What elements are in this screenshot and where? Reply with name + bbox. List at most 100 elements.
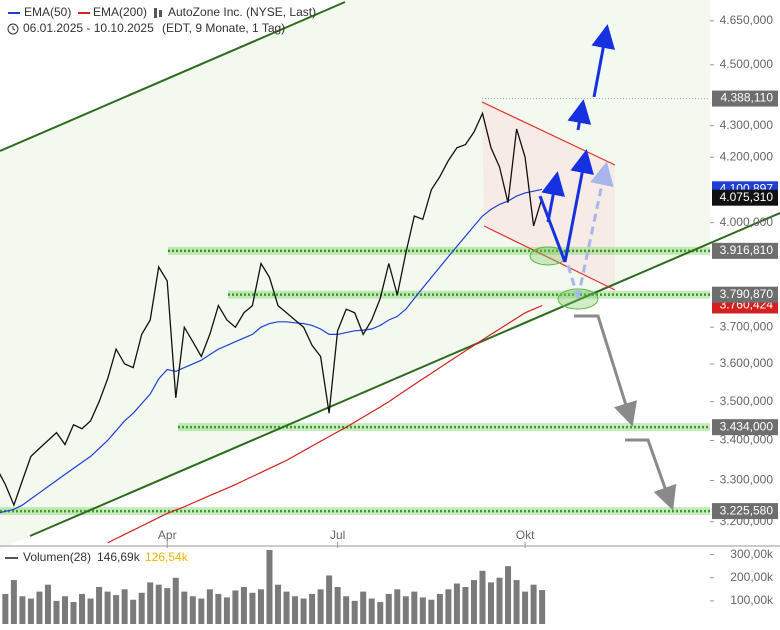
volume-bar <box>70 602 77 624</box>
ema-line <box>107 304 543 544</box>
price-label-box <box>712 189 778 206</box>
volume-bar <box>539 590 546 624</box>
volume-bar <box>19 596 26 624</box>
volume-bar <box>351 600 358 624</box>
volume-bar <box>360 591 367 624</box>
volume-bar <box>385 593 392 624</box>
y-tick-label: 3.300,000 <box>720 473 774 487</box>
scenario-arrows <box>538 24 677 511</box>
volume-bar <box>428 599 435 624</box>
chart-title: AutoZone Inc. (NYSE, Last) <box>168 5 316 19</box>
volume-bar <box>479 570 486 624</box>
volume-bar <box>10 580 17 624</box>
volume-bar <box>96 587 103 624</box>
volume-bar <box>445 589 452 624</box>
period-note: (EDT, 9 Monate, 1 Tag) <box>162 21 285 35</box>
volume-bar <box>462 587 469 624</box>
volume-bar <box>513 580 520 624</box>
volume-bar <box>79 593 86 624</box>
volume-bar <box>138 592 145 624</box>
price-label-box <box>712 286 778 303</box>
volume-bar <box>309 593 316 624</box>
volume-bar <box>300 598 307 624</box>
volume-bar <box>240 587 247 624</box>
price-label-box <box>712 90 778 107</box>
date-range: 06.01.2025 - 10.10.2025 <box>23 21 154 35</box>
volume-bar <box>368 598 375 624</box>
volume-bar <box>317 589 324 624</box>
header: EMA(50) EMA(200) AutoZone Inc. (NYSE, La… <box>5 5 316 564</box>
y-tick-label: 3.500,000 <box>720 394 774 408</box>
price-label: 4.075,310 <box>720 190 774 204</box>
volume-bar <box>453 583 460 624</box>
trend-line <box>29 212 780 537</box>
y-tick-label: 4.500,000 <box>720 57 774 71</box>
volume-bar <box>522 591 529 624</box>
volume-bar <box>181 591 188 624</box>
volume-bar <box>44 584 51 624</box>
volume-bar <box>155 584 162 624</box>
volume-value: 146,69k <box>97 550 141 564</box>
legend-label: EMA(200) <box>93 5 147 19</box>
volume-bar <box>266 550 273 624</box>
volume-bar <box>377 602 384 624</box>
volume-bar <box>496 577 503 624</box>
volume-bar <box>283 591 290 624</box>
volume-bar <box>505 566 512 624</box>
price-label: 4.388,110 <box>721 91 774 105</box>
volume-bar <box>488 582 494 624</box>
y-tick-label: 4.300,000 <box>720 118 774 132</box>
x-tick-label: Apr <box>158 528 177 542</box>
price-label: 3.916,810 <box>720 243 774 257</box>
volume-bar <box>87 598 94 624</box>
volume-bar <box>326 575 333 624</box>
volume-bar <box>275 584 281 624</box>
volume-bar <box>198 598 205 624</box>
volume-bar <box>53 600 60 624</box>
volume-bar <box>104 591 111 624</box>
volume-bar <box>411 591 418 624</box>
volume-title: Volumen(28) <box>23 550 91 564</box>
y-tick-label: 4.650,000 <box>720 13 774 27</box>
volume-bar <box>172 577 179 624</box>
volume-bar <box>27 598 34 624</box>
y-tick-label: 100,00k <box>730 593 774 607</box>
volume-bar <box>223 597 230 624</box>
volume-bar <box>292 596 299 624</box>
volume-bar <box>147 582 154 624</box>
trend-line <box>0 1 346 152</box>
highlight <box>557 288 599 310</box>
volume-bar <box>206 589 213 624</box>
y-tick-label: 300,00k <box>730 547 774 561</box>
volume-bar <box>402 596 409 624</box>
volume-average: 126,54k <box>145 550 189 564</box>
volume-bar <box>189 596 196 624</box>
support-zone <box>0 507 710 516</box>
volume-bar <box>530 584 537 624</box>
y-tick-label: 4.000,000 <box>720 215 774 229</box>
volume-bar <box>113 595 120 624</box>
price-label-box <box>712 419 778 436</box>
volume-bar <box>62 596 68 624</box>
x-tick-label: Jul <box>330 528 345 542</box>
price-label: 3.434,000 <box>720 419 774 433</box>
ema-line <box>0 188 543 514</box>
price-label-box <box>712 242 778 259</box>
volume-bar <box>249 592 256 624</box>
volume-bar <box>334 587 341 624</box>
support-zone <box>168 246 710 255</box>
y-tick-label: 3.600,000 <box>720 356 774 370</box>
y-tick-label: 4.200,000 <box>720 149 774 163</box>
volume-bar <box>130 599 137 624</box>
volume-bar <box>164 588 171 624</box>
volume-bar <box>436 593 443 624</box>
volume-bar <box>257 589 264 624</box>
volume-bar <box>419 597 426 624</box>
volume-bar <box>36 591 43 624</box>
volume-bar <box>2 593 9 624</box>
x-tick-label: Okt <box>516 528 535 542</box>
price-label: 3.790,870 <box>720 287 774 301</box>
volume-bar <box>343 596 350 624</box>
volume-bar <box>394 589 401 624</box>
